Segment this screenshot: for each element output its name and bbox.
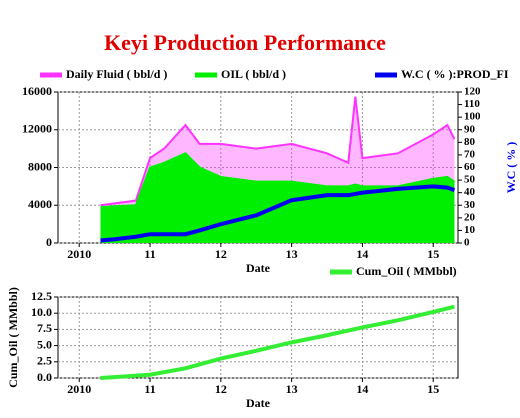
y2-tick-label: 40 xyxy=(464,186,476,198)
plot-area xyxy=(57,296,459,379)
y2-tick-label: 20 xyxy=(464,211,476,223)
y2-tick-label: 70 xyxy=(464,148,476,160)
legend-label: W.C ( % ):PROD_FI xyxy=(401,67,509,81)
legend-label: Cum_Oil ( MMbbl) xyxy=(356,264,457,278)
series-line xyxy=(100,152,456,209)
y2-tick-label: 30 xyxy=(464,199,476,211)
y-tick-label: 16000 xyxy=(22,84,52,98)
y2-tick-label: 110 xyxy=(464,98,480,110)
x-tick-label: 2010 xyxy=(67,247,91,261)
x-tick-label: 14 xyxy=(356,247,368,261)
x-tick-label: 15 xyxy=(427,247,439,261)
y2-tick-label: 50 xyxy=(464,174,476,186)
x-tick-label: 12 xyxy=(215,247,227,261)
y-tick-label: 7.5 xyxy=(37,321,52,335)
y2-axis-label: W.C ( % ) xyxy=(504,142,518,194)
series-line xyxy=(100,96,456,207)
y2-tick-label: 10 xyxy=(464,224,476,236)
y-tick-label: 2.5 xyxy=(37,354,52,368)
legend-label: Daily Fluid ( bbl/d ) xyxy=(66,67,167,81)
y2-tick-label: 80 xyxy=(464,136,476,148)
series-line xyxy=(100,184,456,243)
x-tick-label: 11 xyxy=(144,382,155,396)
y-tick-label: 5.0 xyxy=(37,337,52,351)
y-axis-label: Cum_Oil ( MMbbl) xyxy=(6,287,20,388)
area xyxy=(100,153,455,243)
y-tick-label: 12000 xyxy=(22,122,52,136)
x-tick-label: 11 xyxy=(144,247,155,261)
y2-tick-label: 0 xyxy=(464,237,470,249)
y-tick-label: 8000 xyxy=(28,159,52,173)
y-tick-label: 4000 xyxy=(28,197,52,211)
x-tick-label: 15 xyxy=(427,382,439,396)
y2-tick-label: 120 xyxy=(464,86,481,98)
chart-title: Keyi Production Performance xyxy=(104,30,386,55)
x-tick-label: 14 xyxy=(356,382,368,396)
x-tick-label: 13 xyxy=(286,247,298,261)
x-tick-label: 13 xyxy=(286,382,298,396)
y-tick-label: 0.0 xyxy=(37,370,52,384)
y-tick-label: 12.5 xyxy=(31,289,52,303)
y2-tick-label: 90 xyxy=(464,123,476,135)
y2-tick-label: 100 xyxy=(464,111,481,123)
y2-tick-label: 60 xyxy=(464,161,476,173)
x-tick-label: 2010 xyxy=(67,382,91,396)
y-tick-label: 10.0 xyxy=(31,305,52,319)
x-axis-label: Date xyxy=(246,396,271,410)
y-tick-label: 0 xyxy=(46,235,52,249)
x-tick-label: 12 xyxy=(215,382,227,396)
legend-label: OIL ( bbl/d ) xyxy=(221,67,286,81)
series-line xyxy=(100,304,455,380)
x-axis-label: Date xyxy=(246,261,271,275)
